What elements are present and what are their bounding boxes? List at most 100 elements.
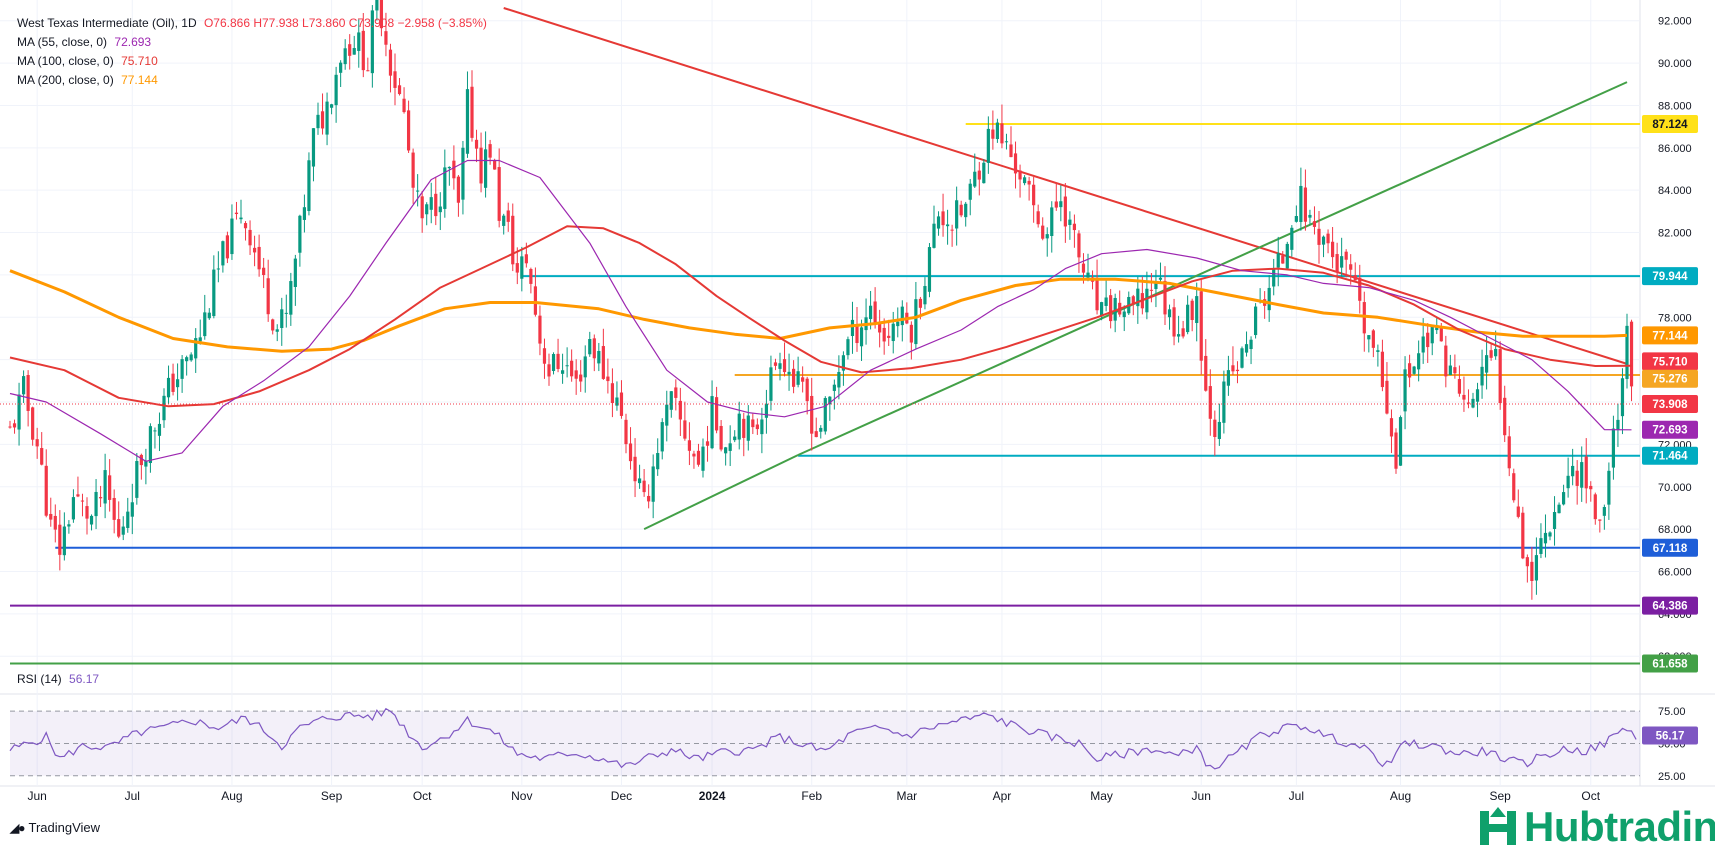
candle-body: [135, 461, 139, 498]
price-label-text: 61.658: [1652, 658, 1688, 670]
candlesticks: [8, 0, 1634, 600]
candle-body: [1018, 170, 1022, 180]
x-tick-label: Aug: [1390, 789, 1411, 803]
candle-body: [1561, 492, 1566, 505]
candle-body: [397, 85, 402, 95]
candle-body: [112, 497, 116, 520]
candle-body: [157, 423, 162, 436]
candle-body: [977, 170, 981, 180]
candle-body: [968, 183, 972, 200]
legend-ma200[interactable]: MA (200, close, 0) 77.144: [17, 71, 487, 90]
candle-body: [656, 453, 660, 470]
y-tick-label: 68.000: [1658, 524, 1692, 536]
candle-body: [1317, 228, 1321, 245]
candle-body: [1466, 402, 1471, 404]
candle-body: [1349, 264, 1353, 270]
price-label-bg: [1642, 115, 1698, 134]
price-label-text: 75.710: [1652, 356, 1687, 368]
candle-body: [674, 387, 678, 398]
candle-body: [239, 217, 243, 220]
ma100-value: 75.710: [121, 54, 158, 68]
candle-body: [1580, 462, 1584, 488]
candle-body: [180, 359, 184, 379]
trendline: [797, 81, 1628, 456]
candle-body: [769, 367, 773, 401]
candle-body: [1398, 417, 1403, 466]
rsi-legend[interactable]: RSI (14) 56.17: [17, 672, 99, 686]
candle-body: [1086, 272, 1090, 278]
candle-body: [542, 348, 547, 364]
y-tick-label: 84.000: [1658, 185, 1692, 197]
candle-body: [320, 111, 325, 129]
legend-ma100[interactable]: MA (100, close, 0) 75.710: [17, 52, 487, 71]
candle-body: [89, 515, 94, 525]
candle-body: [733, 436, 737, 441]
candle-body: [778, 363, 782, 369]
candle-body: [592, 338, 596, 359]
candle-body: [868, 305, 873, 320]
y-tick-label: 92.000: [1658, 16, 1692, 28]
candle-body: [121, 526, 125, 535]
candle-body: [787, 371, 791, 375]
candle-body: [185, 357, 189, 362]
candle-body: [117, 519, 121, 537]
ohlc-values: O76.866 H77.938 L73.860 C73.908 −2.958 (…: [203, 16, 487, 30]
candle-body: [162, 395, 166, 421]
candle-body: [17, 394, 21, 430]
candle-body: [506, 210, 510, 222]
x-tick-label: Nov: [511, 789, 532, 803]
candle-body: [1299, 185, 1303, 223]
y-tick-label: 86.000: [1658, 143, 1692, 155]
candle-body: [687, 440, 692, 451]
candle-body: [533, 286, 538, 315]
candle-body: [1525, 557, 1529, 567]
candle-body: [710, 396, 714, 449]
ma55-line: [9, 159, 1632, 462]
candle-body: [1566, 475, 1570, 489]
candle-body: [12, 423, 17, 428]
candle-body: [207, 312, 211, 319]
candle-body: [80, 500, 85, 502]
candle-body: [1340, 256, 1344, 268]
candle-body: [438, 206, 442, 213]
candle-body: [950, 229, 954, 231]
tradingview-brand[interactable]: ◢● TradingView: [10, 820, 100, 835]
candle-body: [1308, 214, 1312, 218]
candle-body: [44, 465, 48, 516]
candle-body: [497, 167, 501, 221]
candle-body: [284, 312, 288, 314]
rsi-label: RSI (14): [17, 672, 62, 686]
candle-body: [1285, 243, 1289, 269]
candle-body: [1462, 394, 1466, 400]
candle-body: [393, 71, 397, 88]
price-label-text: 87.124: [1652, 119, 1688, 131]
rsi-label-text: 56.17: [1656, 730, 1685, 742]
candle-body: [325, 101, 329, 135]
candle-body: [357, 32, 361, 51]
candle-body: [248, 229, 252, 246]
candle-body: [1353, 275, 1357, 281]
candle-body: [1267, 287, 1271, 311]
candle-body: [1077, 233, 1081, 258]
candle-body: [887, 335, 891, 338]
candle-body: [343, 48, 347, 65]
candle-body: [1154, 281, 1158, 289]
candle-body: [1602, 507, 1606, 516]
candle-body: [31, 407, 35, 440]
legend-ma55[interactable]: MA (55, close, 0) 72.693: [17, 33, 487, 52]
candle-body: [923, 286, 927, 305]
candle-body: [1244, 344, 1249, 353]
candle-body: [633, 456, 637, 482]
candle-body: [615, 397, 619, 406]
price-label-text: 77.144: [1652, 330, 1688, 342]
candle-body: [1113, 297, 1117, 321]
candle-body: [461, 147, 465, 200]
candle-body: [1516, 506, 1520, 517]
candle-body: [1109, 295, 1113, 322]
candle-body: [642, 480, 646, 493]
rsi-pane: [9, 707, 1640, 777]
candle-body: [1548, 532, 1552, 537]
candle-body: [1534, 555, 1539, 581]
candle-body: [810, 395, 814, 434]
